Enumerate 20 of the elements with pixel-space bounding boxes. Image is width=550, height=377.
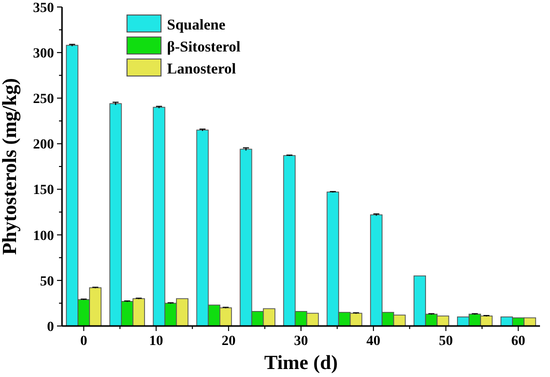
y-tick-label: 150 xyxy=(33,183,54,198)
legend-label: β-Sitosterol xyxy=(167,39,240,56)
y-tick-label: 350 xyxy=(33,0,54,16)
y-tick-label: 0 xyxy=(47,320,54,335)
y-tick-label: 50 xyxy=(40,274,54,290)
y-tick-label: 300 xyxy=(33,46,54,62)
x-tick-label: 60 xyxy=(511,334,526,349)
y-axis-title: Phytosterols (mg/kg) xyxy=(0,78,21,255)
x-tick-label: 30 xyxy=(294,334,308,349)
y-tick-label: 200 xyxy=(33,138,54,153)
y-tick-label: 100 xyxy=(33,228,54,244)
y-tick-label: 250 xyxy=(33,92,54,108)
x-tick-label: 10 xyxy=(149,334,164,349)
x-tick-label: 0 xyxy=(80,334,88,349)
x-axis-title: Time (d) xyxy=(264,352,338,374)
x-tick-label: 50 xyxy=(438,334,453,349)
legend-label: Squalene xyxy=(167,17,226,34)
x-tick-label: 40 xyxy=(366,334,380,349)
x-tick-label: 20 xyxy=(222,334,236,349)
legend-label: Lanosterol xyxy=(167,61,236,78)
